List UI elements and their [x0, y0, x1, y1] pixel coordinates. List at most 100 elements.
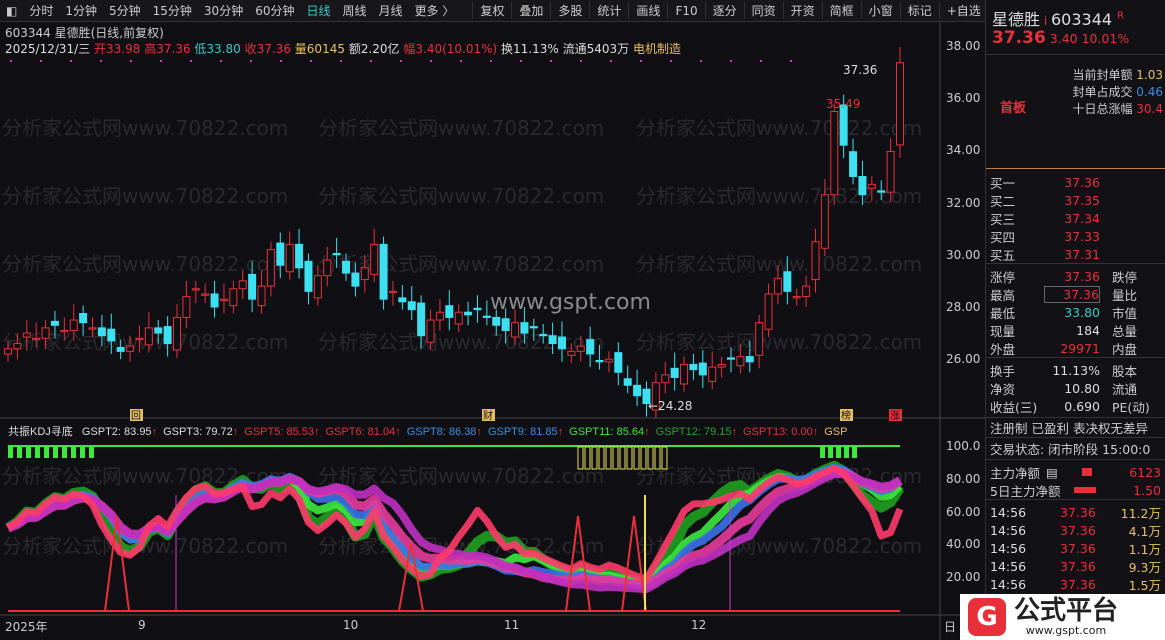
- buy-spike: [565, 515, 591, 612]
- candle-body: [849, 151, 858, 178]
- indicator-value: GSPT12: 79.15: [655, 426, 732, 438]
- toolbar-button[interactable]: 简框: [821, 2, 861, 19]
- indicator-value: GSPT11: 85.64: [569, 426, 645, 438]
- bottom-signal-bar: [44, 446, 49, 458]
- candle-body: [604, 358, 613, 363]
- candle-body: [32, 337, 41, 341]
- toolbar-button[interactable]: 叠加: [511, 2, 550, 19]
- date-tick: 日: [944, 620, 957, 634]
- indicator-tick: 40.00: [946, 537, 981, 552]
- candle-body: [88, 327, 97, 330]
- period-tab[interactable]: 1分钟: [65, 4, 97, 18]
- stat-label: 现量: [990, 323, 1016, 339]
- toolbar-button[interactable]: 画线: [628, 2, 667, 19]
- period-tab[interactable]: 日线: [306, 4, 331, 18]
- seal-ratio-label: 封单占成交: [1072, 85, 1133, 99]
- toolbar-button[interactable]: 开资: [782, 2, 822, 19]
- signal-box: [633, 446, 640, 470]
- period-tab[interactable]: 60分钟: [255, 4, 295, 18]
- signal-dot: [130, 60, 132, 62]
- stat-value: 33.80: [1064, 304, 1100, 320]
- toolbar-button[interactable]: 小窗: [860, 2, 900, 19]
- buy-spike: [398, 542, 424, 612]
- period-tab[interactable]: 月线: [378, 4, 403, 18]
- candle-body: [191, 288, 200, 291]
- signal-dot: [10, 60, 12, 62]
- toolbar-button[interactable]: 同资: [743, 2, 783, 19]
- tick-time: 14:56: [990, 522, 1027, 538]
- panel-toggle-icon[interactable]: ◧: [6, 3, 18, 18]
- change: 幅3.40(10.01%): [403, 42, 498, 56]
- stat-row: 换手 11.13% 股本: [986, 361, 1165, 379]
- signal-dot: [40, 60, 42, 62]
- candle-body: [454, 311, 463, 325]
- indicator-tick: 60.00: [946, 504, 981, 519]
- period-tab[interactable]: 5分钟: [109, 4, 141, 18]
- list-icon[interactable]: ▤: [1046, 464, 1058, 480]
- indicator-name[interactable]: 共振KDJ寻底: [8, 426, 73, 438]
- main-net-label: 主力净额: [990, 465, 1041, 481]
- signal-box: [598, 446, 605, 470]
- candle-body: [154, 327, 163, 334]
- bid-row: 买一 37.36: [986, 173, 1165, 191]
- candle-body: [97, 327, 106, 337]
- indicator-value: GSPT9: 81.85: [487, 426, 558, 438]
- ohlc-info: 2025/12/31/三 开33.98 高37.36 低33.80 收37.36…: [5, 40, 681, 57]
- bid-label: 买一: [990, 175, 1016, 191]
- high: 高37.36: [144, 42, 191, 56]
- indicator-value: GSP: [824, 426, 848, 438]
- kdj-ribbon: [6, 470, 903, 594]
- toolbar-button[interactable]: 统计: [589, 2, 628, 19]
- turnover: 换11.13%: [501, 42, 559, 56]
- toolbar-button[interactable]: 标记: [899, 2, 939, 19]
- candle-body: [332, 252, 341, 256]
- price-change: 3.40: [1049, 31, 1078, 46]
- bottom-signal-bar: [17, 446, 22, 458]
- seal-ratio: 0.46: [1136, 85, 1163, 99]
- candle-body: [511, 322, 520, 338]
- candle-body: [576, 345, 585, 352]
- price-chart[interactable]: 37.36 35.49 ←24.28 回 财 榜 涨: [0, 0, 985, 640]
- candle-body: [501, 318, 510, 331]
- signal-dot: [760, 60, 762, 62]
- period-tab[interactable]: 分时: [29, 4, 54, 18]
- candle-body: [22, 332, 31, 338]
- toolbar-button[interactable]: 复权: [472, 2, 511, 19]
- candle-body: [238, 280, 247, 290]
- stat-value: 10.80: [1064, 380, 1100, 396]
- period-tab[interactable]: 周线: [342, 4, 367, 18]
- bid-label: 买二: [990, 193, 1016, 209]
- period-tab[interactable]: 更多 〉: [414, 4, 455, 18]
- candle-body: [323, 259, 332, 277]
- bottom-signal-bar: [80, 446, 85, 458]
- candle-body: [651, 382, 660, 411]
- candle-body: [595, 360, 604, 363]
- toolbar-button[interactable]: F10: [667, 3, 704, 18]
- period-tab[interactable]: 15分钟: [152, 4, 192, 18]
- tick-row: 14:56 37.36 1.1万: [986, 539, 1165, 557]
- candle-body: [229, 288, 238, 307]
- arrow-up-icon: ↑: [151, 426, 158, 438]
- candle-body: [13, 343, 22, 350]
- candle-body: [379, 243, 388, 300]
- date-tick: 11: [504, 618, 520, 632]
- period-tab[interactable]: 30分钟: [203, 4, 244, 18]
- price-tick: 34.00: [946, 143, 981, 158]
- toolbar-button[interactable]: 逐分: [704, 2, 744, 19]
- stat-label: 最低: [990, 305, 1016, 321]
- toolbar-button[interactable]: 多股: [550, 2, 589, 19]
- event-marker: [840, 409, 853, 421]
- bottom-signal-bar: [62, 446, 67, 458]
- stat-label-2: 市值: [1112, 305, 1138, 321]
- candle-body: [173, 316, 182, 351]
- tick-price: 37.36: [1060, 522, 1096, 538]
- indicator-value: GSPT6: 81.04: [325, 426, 396, 438]
- stat-label: 涨停: [990, 269, 1016, 285]
- bottom-signal-bar: [26, 446, 31, 458]
- toolbar-button[interactable]: +自选: [938, 2, 988, 19]
- seal-amount: 1.03: [1136, 68, 1163, 82]
- candle-body: [661, 374, 670, 384]
- candle-body: [867, 183, 876, 189]
- candle-body: [473, 307, 482, 311]
- signal-dot: [790, 60, 792, 62]
